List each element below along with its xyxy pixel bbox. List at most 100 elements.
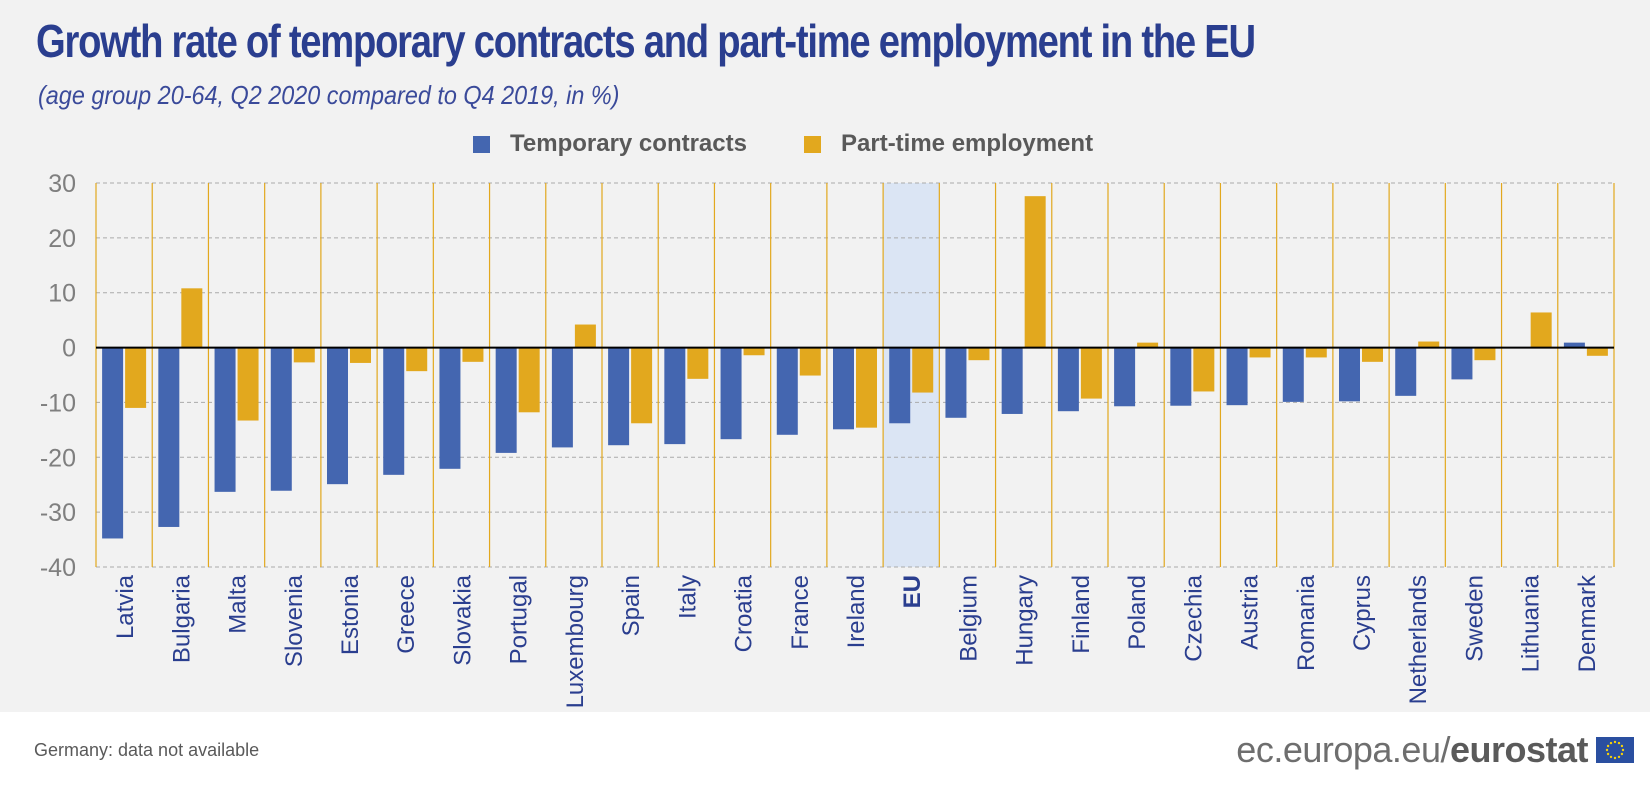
legend-item-parttime: Part-time employment [804, 130, 1093, 158]
parttime-bar-belgium [968, 347, 990, 361]
temporary-bar-slovakia [439, 347, 461, 469]
category-label-slovenia: Slovenia [281, 574, 308, 667]
bar-chart: 30 20 10 0 -10 -20 -30 -40 Latvia Bulgaria Malta Sl… [40, 170, 1615, 708]
parttime-bar-sweden [1474, 347, 1496, 361]
y-tick-label: 30 [48, 170, 76, 198]
category-label-finland: Finland [1068, 575, 1095, 654]
parttime-bar-slovakia [462, 347, 484, 362]
flag-star [1617, 741, 1621, 745]
temporary-bar-ireland [833, 347, 854, 430]
flag-star [1605, 748, 1609, 752]
parttime-bar-romania [1305, 347, 1327, 358]
parttime-bar-lithuania [1530, 312, 1552, 348]
y-tick-label: 0 [62, 335, 76, 363]
temporary-bar-eu [889, 347, 911, 424]
category-label-croatia: Croatia [731, 574, 758, 652]
category-label-cyprus: Cyprus [1349, 575, 1376, 651]
y-tick-label: -40 [40, 554, 76, 582]
temporary-bar-italy [664, 347, 686, 445]
parttime-bar-greece [406, 347, 428, 372]
parttime-bar-cyprus [1362, 347, 1383, 362]
parttime-bar-spain [631, 347, 653, 424]
category-label-sweden: Sweden [1461, 575, 1488, 662]
parttime-bar-netherlands [1418, 341, 1440, 348]
category-label-netherlands: Netherlands [1405, 575, 1432, 704]
category-label-estonia: Estonia [337, 574, 364, 655]
parttime-bar-austria [1249, 347, 1271, 358]
parttime-bar-ireland [856, 347, 877, 428]
parttime-bar-france [799, 347, 821, 376]
y-tick-label: -10 [40, 389, 76, 417]
brand-name: eurostat [1449, 729, 1589, 770]
temporary-bar-portugal [495, 347, 517, 453]
parttime-bar-malta [237, 347, 259, 421]
parttime-bar-bulgaria [181, 288, 203, 348]
flag-star [1609, 741, 1613, 745]
parttime-bar-denmark [1586, 347, 1608, 356]
flag-star [1609, 755, 1613, 759]
category-label-ireland: Ireland [843, 575, 870, 648]
category-label-spain: Spain [618, 575, 645, 636]
category-label-romania: Romania [1293, 574, 1320, 671]
category-label-poland: Poland [1124, 575, 1151, 650]
eurostat-brand[interactable]: ec.europa.eu/ eurostat [1236, 728, 1588, 772]
y-tick-label: -30 [40, 499, 76, 527]
category-label-portugal: Portugal [506, 575, 533, 664]
temporary-bar-czechia [1170, 347, 1192, 406]
temporary-bar-bulgaria [158, 347, 180, 527]
temporary-bar-netherlands [1395, 347, 1417, 396]
temporary-bar-sweden [1451, 347, 1473, 380]
legend-label-parttime: Part-time employment [841, 130, 1094, 157]
legend-label-temporary: Temporary contracts [510, 130, 747, 157]
footer-note: Germany: data not available [34, 740, 260, 760]
category-label-italy: Italy [674, 575, 701, 619]
eu-flag-icon [1596, 737, 1634, 763]
category-label-czechia: Czechia [1180, 574, 1207, 661]
parttime-bar-hungary [1024, 196, 1046, 348]
y-tick-label: 20 [48, 225, 76, 253]
category-label-austria: Austria [1237, 574, 1264, 649]
category-label-luxembourg: Luxembourg [562, 575, 589, 708]
category-label-denmark: Denmark [1574, 574, 1601, 672]
parttime-bar-slovenia [293, 347, 315, 363]
category-label-hungary: Hungary [1012, 575, 1039, 666]
temporary-bar-malta [214, 347, 236, 492]
flag-star [1621, 748, 1625, 752]
temporary-bar-hungary [1001, 347, 1023, 414]
parttime-bar-eu [912, 347, 934, 393]
parttime-bar-latvia [125, 347, 147, 408]
parttime-bar-croatia [743, 347, 765, 356]
temporary-bar-luxembourg [551, 347, 573, 448]
flag-star [1620, 752, 1624, 756]
category-label-malta: Malta [225, 574, 252, 633]
temporary-bar-slovenia [270, 347, 292, 491]
temporary-bar-austria [1226, 347, 1248, 406]
y-tick-label: 10 [48, 280, 76, 308]
category-label-slovakia: Slovakia [449, 574, 476, 665]
temporary-bar-finland [1057, 347, 1079, 412]
flag-star [1620, 744, 1624, 748]
flag-star [1617, 755, 1621, 759]
temporary-bar-denmark [1563, 342, 1585, 348]
temporary-bar-greece [383, 347, 405, 475]
temporary-bar-croatia [720, 347, 742, 440]
legend-item-temporary: Temporary contracts [473, 130, 747, 158]
temporary-bar-spain [608, 347, 630, 446]
parttime-bar-czechia [1193, 347, 1215, 392]
parttime-bar-poland [1137, 342, 1159, 348]
category-label-france: France [787, 575, 814, 650]
chart-title: Growth rate of temporary contracts and p… [36, 15, 1256, 67]
flag-star [1606, 752, 1610, 756]
category-label-bulgaria: Bulgaria [168, 574, 195, 663]
flag-star [1606, 744, 1610, 748]
parttime-bar-luxembourg [574, 324, 596, 348]
parttime-bar-finland [1080, 347, 1102, 399]
parttime-bar-portugal [518, 347, 540, 413]
temporary-bar-cyprus [1339, 347, 1360, 402]
legend-swatch-parttime [804, 135, 821, 153]
parttime-bar-estonia [350, 347, 371, 363]
flag-star [1613, 756, 1617, 760]
temporary-bar-estonia [327, 347, 348, 485]
flag-star [1613, 740, 1617, 744]
temporary-bar-france [776, 347, 798, 435]
